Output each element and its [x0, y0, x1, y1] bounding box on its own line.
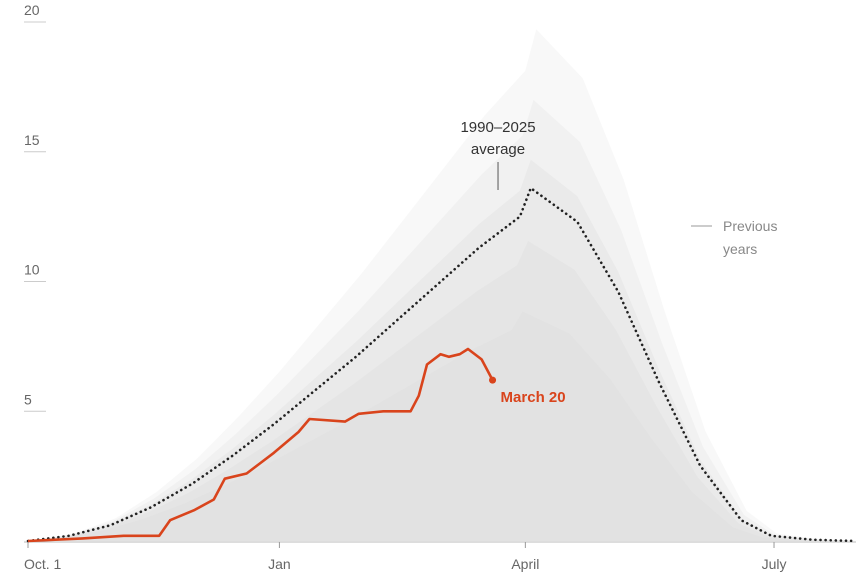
current-series-line: [27, 347, 494, 543]
average-annotation-line-2: average: [471, 141, 525, 158]
previous-years-annotation-line-2: years: [723, 241, 757, 257]
x-tick-label: July: [762, 556, 787, 572]
x-tick-label: Jan: [268, 556, 291, 572]
average-series-line: [26, 186, 858, 543]
y-tick-label: 20: [24, 2, 40, 18]
previous-years-band-layer: [28, 159, 856, 542]
previous-years-band: [19, 29, 861, 542]
x-tick-label: April: [511, 556, 539, 572]
previous-years-band-layer: [28, 99, 859, 542]
y-tick-marks: 5 10 15 20: [24, 2, 46, 412]
previous-years-annotation-line-1: Previous: [723, 218, 777, 234]
current-date-annotation: March 20: [501, 389, 566, 406]
previous-years-band-layer: [25, 241, 857, 541]
y-tick-label: 5: [24, 391, 32, 407]
y-tick-label: 15: [24, 132, 40, 148]
y-tick-label: 10: [24, 262, 40, 278]
previous-years-band-layer: [28, 29, 861, 541]
current-series-end-point: [489, 376, 497, 384]
x-axis-ticks: Oct. 1 Jan April July: [24, 542, 786, 572]
average-annotation-line-1: 1990–2025: [460, 119, 535, 136]
previous-years-band-layer: [19, 311, 857, 541]
x-tick-label: Oct. 1: [24, 556, 62, 572]
